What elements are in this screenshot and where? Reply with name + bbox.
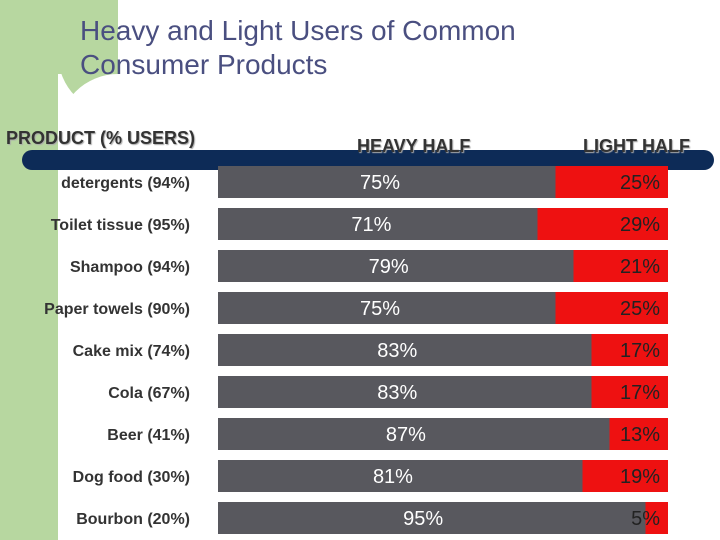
light-bar (645, 502, 668, 534)
heavy-value-label: 79% (369, 256, 409, 278)
heavy-value-label: 83% (377, 382, 417, 404)
heavy-bar (218, 250, 574, 282)
heavy-value-label: 71% (351, 214, 391, 236)
title-line-2: Consumer Products (80, 49, 328, 80)
heavy-value-label: 81% (373, 466, 413, 488)
page-title: Heavy and Light Users of Common Consumer… (80, 14, 516, 82)
light-value-label: 17% (620, 340, 660, 362)
light-bar (591, 376, 668, 408)
green-corner-curve (58, 74, 118, 114)
category-label: Shampoo (94%) (70, 259, 190, 276)
heavy-bar (218, 376, 592, 408)
light-bar (591, 334, 668, 366)
title-green-block (0, 0, 118, 74)
heavy-value-label: 83% (377, 340, 417, 362)
heavy-value-label: 75% (360, 298, 400, 320)
light-value-label: 5% (631, 508, 660, 530)
heavy-bar (218, 418, 610, 450)
light-bar (537, 208, 668, 240)
light-value-label: 25% (620, 172, 660, 194)
heavy-bar (218, 460, 583, 492)
category-label: Toilet tissue (95%) (51, 217, 190, 234)
title-line-1: Heavy and Light Users of Common (80, 15, 516, 46)
light-bar (573, 250, 668, 282)
light-value-label: 17% (620, 382, 660, 404)
light-value-label: 19% (620, 466, 660, 488)
heavy-bar (218, 334, 592, 366)
category-label: Beer (41%) (107, 427, 190, 444)
heavy-bar (218, 208, 538, 240)
category-label: Bourbon (20%) (76, 511, 190, 528)
light-half-header: LIGHT HALF (583, 136, 690, 156)
light-bar (582, 460, 668, 492)
light-value-label: 29% (620, 214, 660, 236)
heavy-bar (218, 166, 556, 198)
light-value-label: 13% (620, 424, 660, 446)
light-bar (555, 166, 668, 198)
heavy-bar (218, 292, 556, 324)
category-label: Dog food (30%) (73, 469, 190, 486)
category-label: detergents (94%) (61, 175, 190, 192)
heavy-bar (218, 502, 646, 534)
heavy-half-header: HEAVY HALF (357, 136, 471, 156)
light-bar (609, 418, 668, 450)
heavy-value-label: 95% (403, 508, 443, 530)
header-divider-bar (22, 150, 714, 170)
heavy-value-label: 87% (386, 424, 426, 446)
light-bar (555, 292, 668, 324)
product-column-header: PRODUCT (% USERS) (6, 128, 196, 148)
category-label: Paper towels (90%) (44, 301, 190, 318)
side-band (0, 0, 58, 540)
category-label: Cola (67%) (108, 385, 190, 402)
light-value-label: 25% (620, 298, 660, 320)
category-label: Cake mix (74%) (73, 343, 190, 360)
heavy-value-label: 75% (360, 172, 400, 194)
light-value-label: 21% (620, 256, 660, 278)
